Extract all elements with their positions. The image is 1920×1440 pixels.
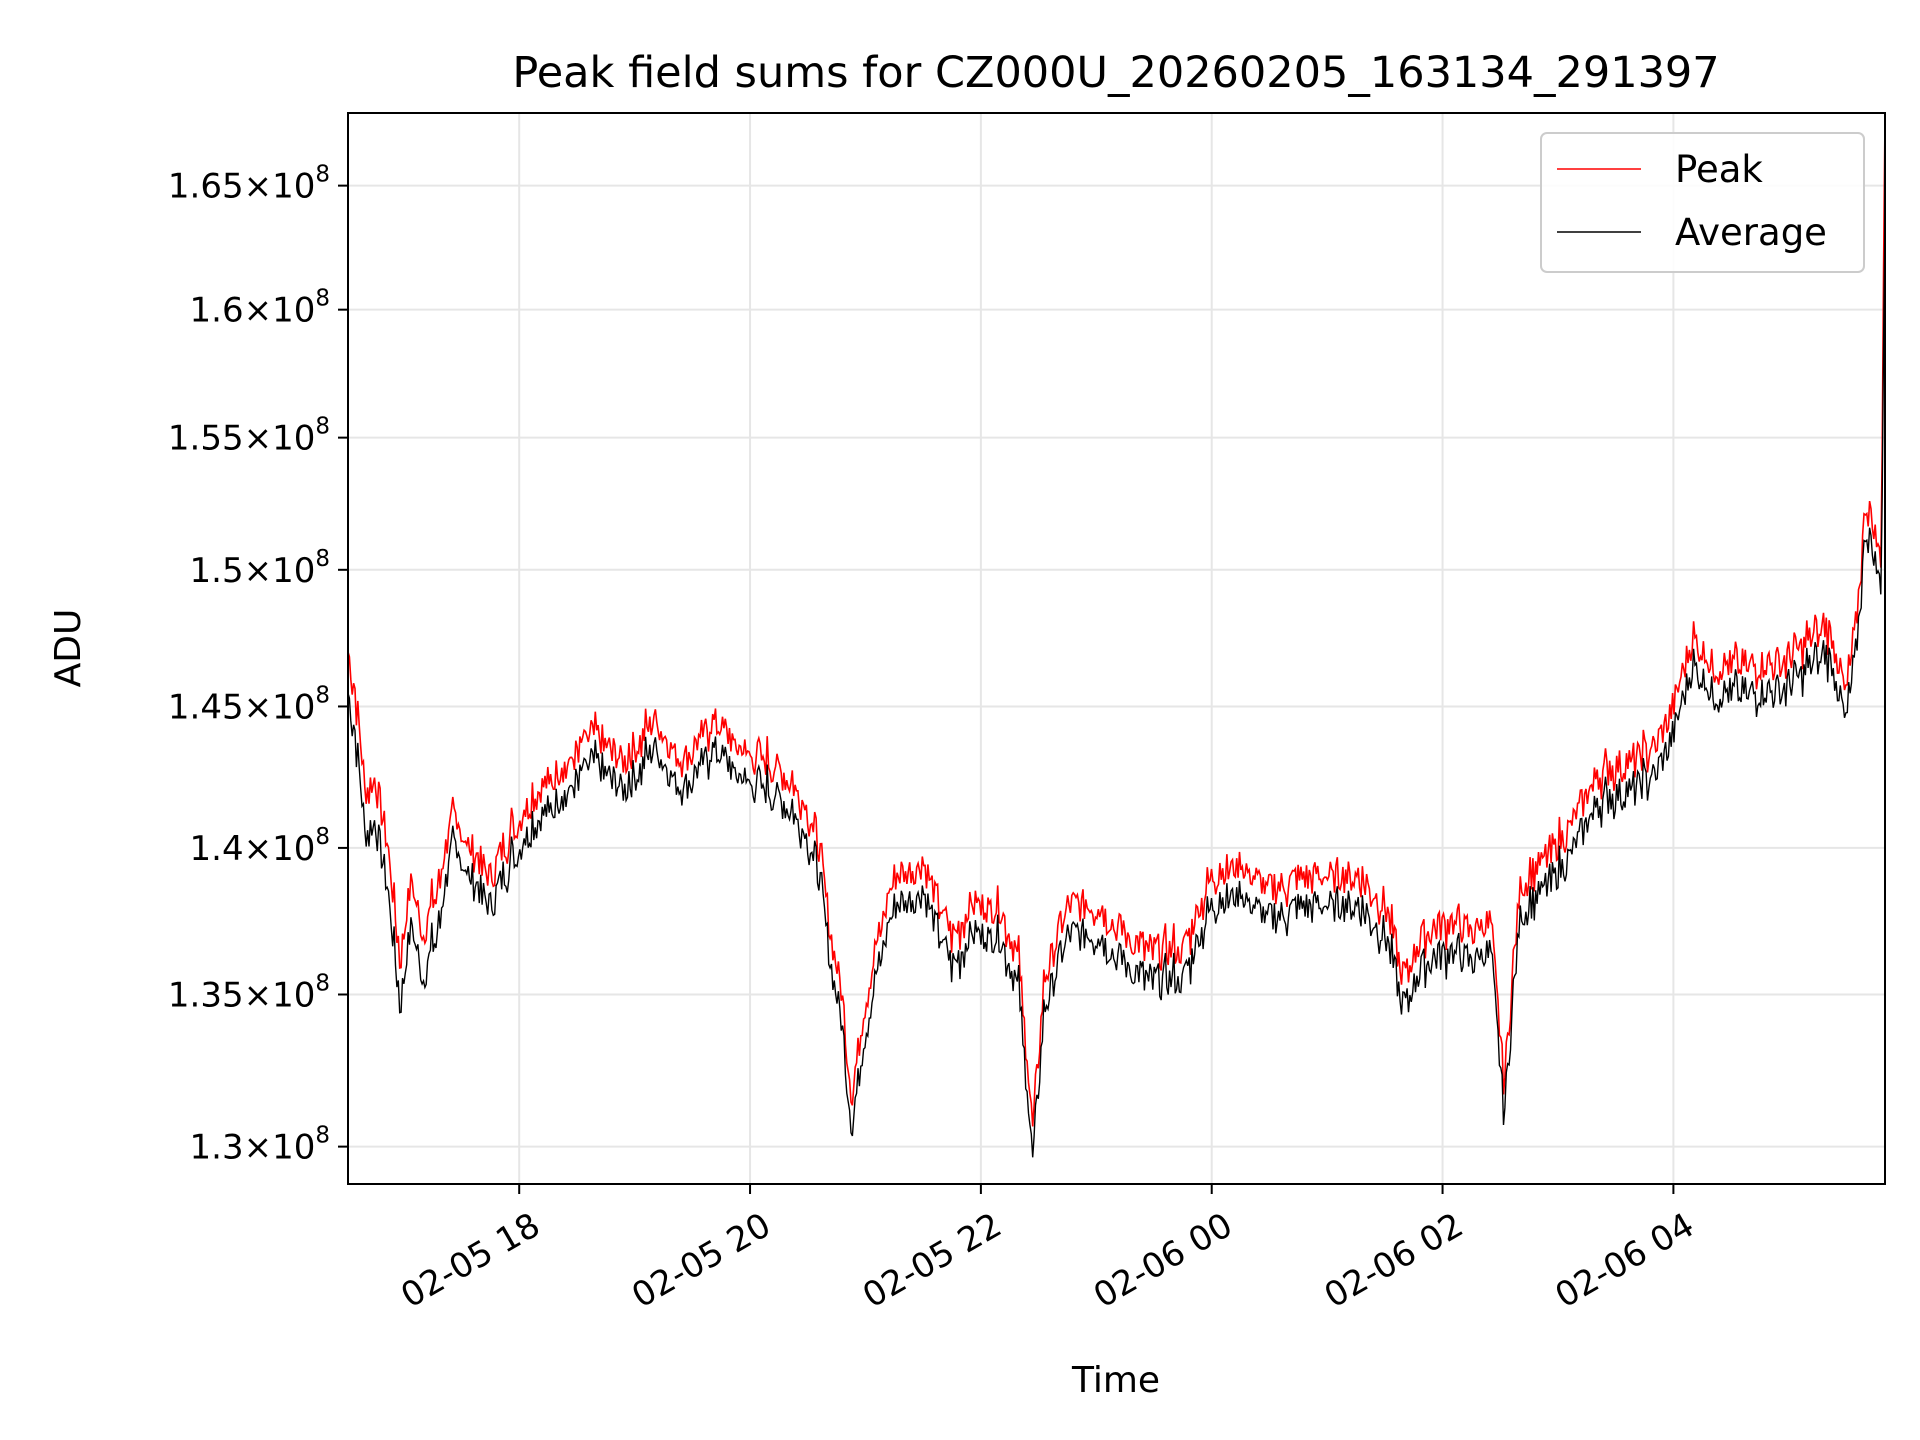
y-tick-label: 1.35×108: [168, 970, 330, 1015]
grid: [348, 113, 1885, 1184]
y-tick-exponent: 8: [315, 970, 330, 996]
y-tick-times: ×10: [244, 551, 316, 591]
y-axis: 1.3×1081.35×1081.4×1081.45×1081.5×1081.5…: [168, 162, 348, 1168]
series-line-peak: [348, 119, 1885, 1127]
y-tick-exponent: 8: [315, 546, 330, 572]
y-tick-exponent: 8: [315, 824, 330, 850]
y-tick-label: 1.55×108: [168, 414, 330, 459]
y-tick-label: 1.3×108: [190, 1123, 330, 1168]
series-layer: [348, 119, 1885, 1158]
legend-label-peak: Peak: [1675, 148, 1763, 191]
legend-box: [1540, 132, 1865, 273]
y-tick-label: 1.45×108: [168, 682, 330, 727]
y-tick-mantissa: 1.55: [168, 419, 244, 459]
y-tick-times: ×10: [244, 1128, 316, 1168]
y-tick-mantissa: 1.6: [190, 291, 244, 331]
y-tick-mantissa: 1.45: [168, 687, 244, 727]
y-tick-times: ×10: [244, 687, 316, 727]
y-tick-label: 1.6×108: [190, 286, 330, 331]
y-tick-times: ×10: [244, 167, 316, 207]
y-tick-exponent: 8: [315, 1123, 330, 1149]
y-tick-mantissa: 1.65: [168, 167, 244, 207]
y-tick-mantissa: 1.35: [168, 975, 244, 1015]
y-tick-exponent: 8: [315, 414, 330, 440]
y-tick-exponent: 8: [315, 682, 330, 708]
y-axis-title: ADU: [48, 609, 89, 688]
y-tick-mantissa: 1.4: [190, 829, 244, 869]
y-tick-exponent: 8: [315, 286, 330, 312]
y-tick-times: ×10: [244, 419, 316, 459]
y-tick-label: 1.65×108: [168, 162, 330, 207]
plot-frame: [347, 112, 1886, 1185]
y-tick-times: ×10: [244, 975, 316, 1015]
y-tick-label: 1.5×108: [190, 546, 330, 591]
y-tick-label: 1.4×108: [190, 824, 330, 869]
legend: Peak Average: [1540, 132, 1865, 273]
y-tick-times: ×10: [244, 291, 316, 331]
x-axis-title: Time: [1071, 1360, 1160, 1401]
series-line-average: [348, 216, 1885, 1158]
y-tick-mantissa: 1.3: [190, 1128, 244, 1168]
y-tick-mantissa: 1.5: [190, 551, 244, 591]
y-tick-times: ×10: [244, 829, 316, 869]
chart-title: Peak field sums for CZ000U_20260205_1631…: [512, 48, 1719, 98]
legend-label-average: Average: [1675, 211, 1827, 254]
y-tick-exponent: 8: [315, 162, 330, 188]
